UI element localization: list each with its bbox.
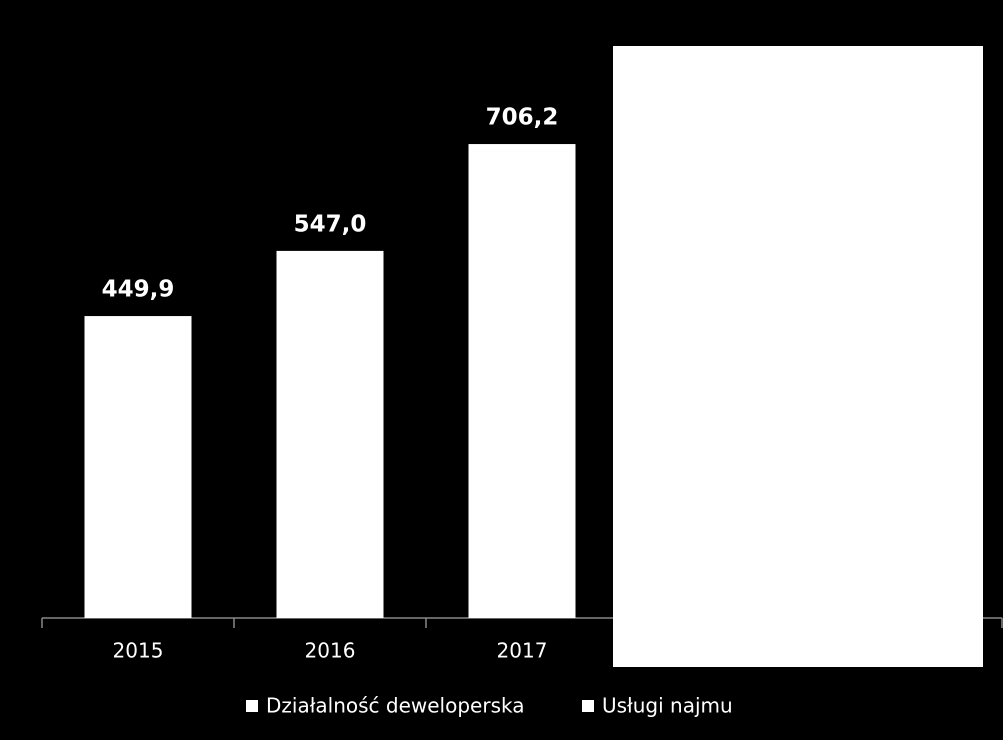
bar [468,144,576,618]
legend-swatch [582,700,594,712]
value-label: 449,9 [102,277,175,303]
value-label: 547,0 [294,211,367,237]
legend-label: Działalność deweloperska [266,694,524,718]
x-tick-label: 2015 [113,639,164,663]
bar [276,250,384,618]
x-tick-label: 2017 [497,639,548,663]
bar [84,316,192,618]
legend-swatch [246,700,258,712]
occluding-box [613,46,983,667]
value-label: 706,2 [486,105,559,131]
plot: 2015 449,9 2016 547,0 2017 706,2 Działalność d… [41,105,1003,718]
x-tick-label: 2016 [305,639,356,663]
legend-label: Usługi najmu [602,694,733,718]
